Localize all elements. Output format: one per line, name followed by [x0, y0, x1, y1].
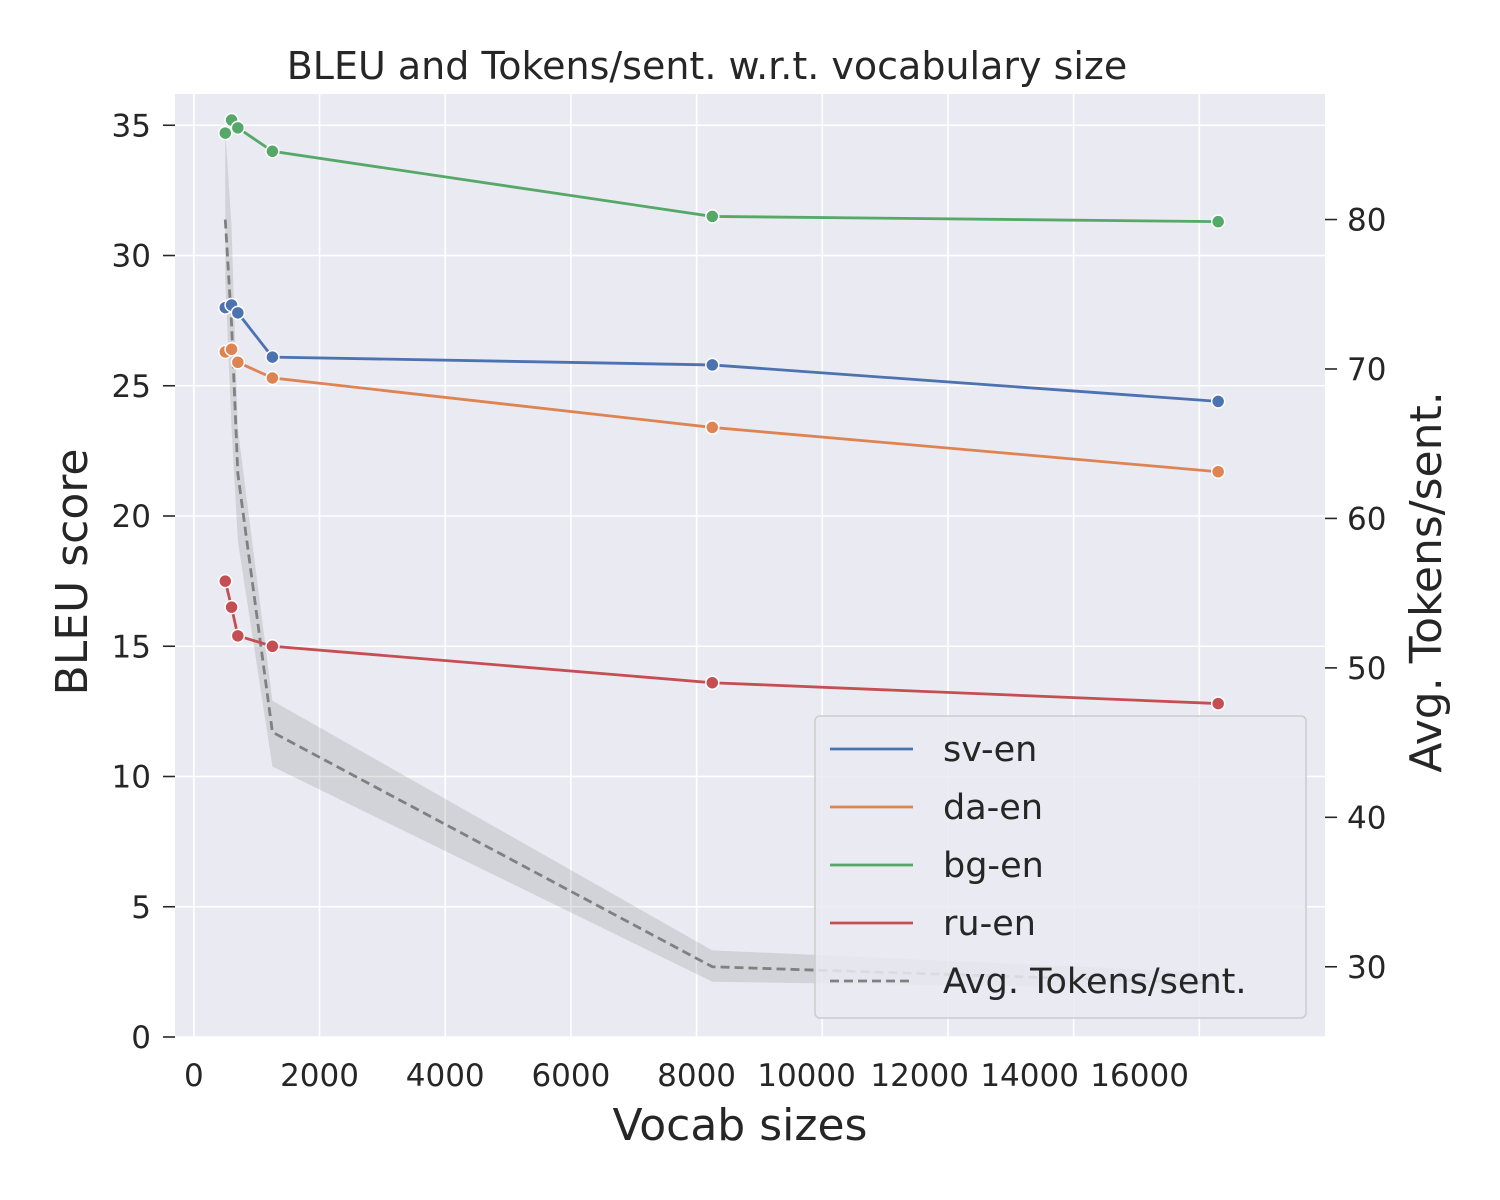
x-tick-label: 12000	[870, 1058, 969, 1094]
point-bg-en	[218, 125, 233, 141]
series-ru-en	[218, 573, 1226, 711]
legend-box	[814, 715, 1307, 1019]
x-tick-label: 2000	[280, 1058, 359, 1094]
point-sv-en	[230, 305, 246, 321]
point-da-en	[224, 342, 239, 357]
x-axis-label: Vocab sizes	[613, 1100, 868, 1151]
y-tick-label: 20	[112, 499, 151, 535]
y-tick-label: 10	[112, 760, 151, 796]
point-ru-en	[265, 639, 280, 654]
point-sv-en	[265, 349, 280, 365]
series-bg-en	[218, 112, 1226, 229]
point-da-en	[1210, 464, 1226, 479]
y2-axis-label: Avg. Tokens/sent.	[1401, 391, 1452, 773]
y-axis-label: BLEU score	[47, 449, 98, 696]
point-da-en	[265, 370, 280, 386]
y-tick-label: 5	[131, 890, 151, 926]
legend-label: Avg. Tokens/sent.	[943, 962, 1246, 1002]
legend-label: da-en	[943, 788, 1043, 828]
x-tick-label: 16000	[1090, 1058, 1189, 1094]
y2-tick-label: 60	[1347, 501, 1386, 537]
point-bg-en	[265, 144, 280, 159]
x-tick-label: 4000	[406, 1058, 485, 1094]
y-tick-label: 30	[112, 239, 151, 275]
y-tick-label: 35	[112, 108, 151, 144]
point-ru-en	[218, 573, 233, 589]
series-layer	[218, 112, 1226, 711]
point-bg-en	[230, 120, 246, 136]
legend-label: ru-en	[943, 904, 1036, 944]
point-ru-en	[1210, 696, 1226, 711]
point-bg-en	[1210, 214, 1226, 229]
legend: sv-en da-en bg-en ru-en Avg. Tokens/sent.	[814, 715, 1307, 1019]
y-tick-label: 25	[112, 369, 151, 405]
x-tick-label: 0	[184, 1058, 204, 1094]
chart-title: BLEU and Tokens/sent. w.r.t. vocabulary …	[287, 44, 1128, 88]
y2-tick-label: 30	[1347, 950, 1386, 986]
point-ru-en	[224, 599, 239, 615]
point-da-en	[705, 420, 720, 435]
y-tick-label: 0	[131, 1020, 151, 1056]
x-tick-label: 10000	[757, 1058, 856, 1094]
point-sv-en	[1210, 394, 1226, 409]
x-tick-label: 6000	[531, 1058, 610, 1094]
point-bg-en	[705, 209, 720, 224]
y2-tick-label: 70	[1347, 352, 1386, 388]
y2-tick-label: 40	[1347, 800, 1386, 836]
series-sv-en	[218, 297, 1226, 409]
y-tick-label: 15	[112, 629, 151, 665]
legend-label: bg-en	[943, 846, 1044, 886]
y2-tick-label: 50	[1347, 651, 1386, 687]
series-da-en	[218, 342, 1226, 479]
legend-label: sv-en	[943, 730, 1037, 770]
y2-tick-label: 80	[1347, 203, 1386, 239]
x-tick-label: 8000	[657, 1058, 736, 1094]
point-ru-en	[230, 628, 246, 644]
axis-layer: 0 5 10 15 20 25 30 35 30 40 50 60 70 80 0 2000 4000 6000 8…	[112, 108, 1387, 1094]
x-tick-label: 14000	[980, 1058, 1079, 1094]
point-da-en	[230, 355, 246, 370]
point-sv-en	[705, 357, 720, 373]
point-ru-en	[705, 675, 720, 690]
